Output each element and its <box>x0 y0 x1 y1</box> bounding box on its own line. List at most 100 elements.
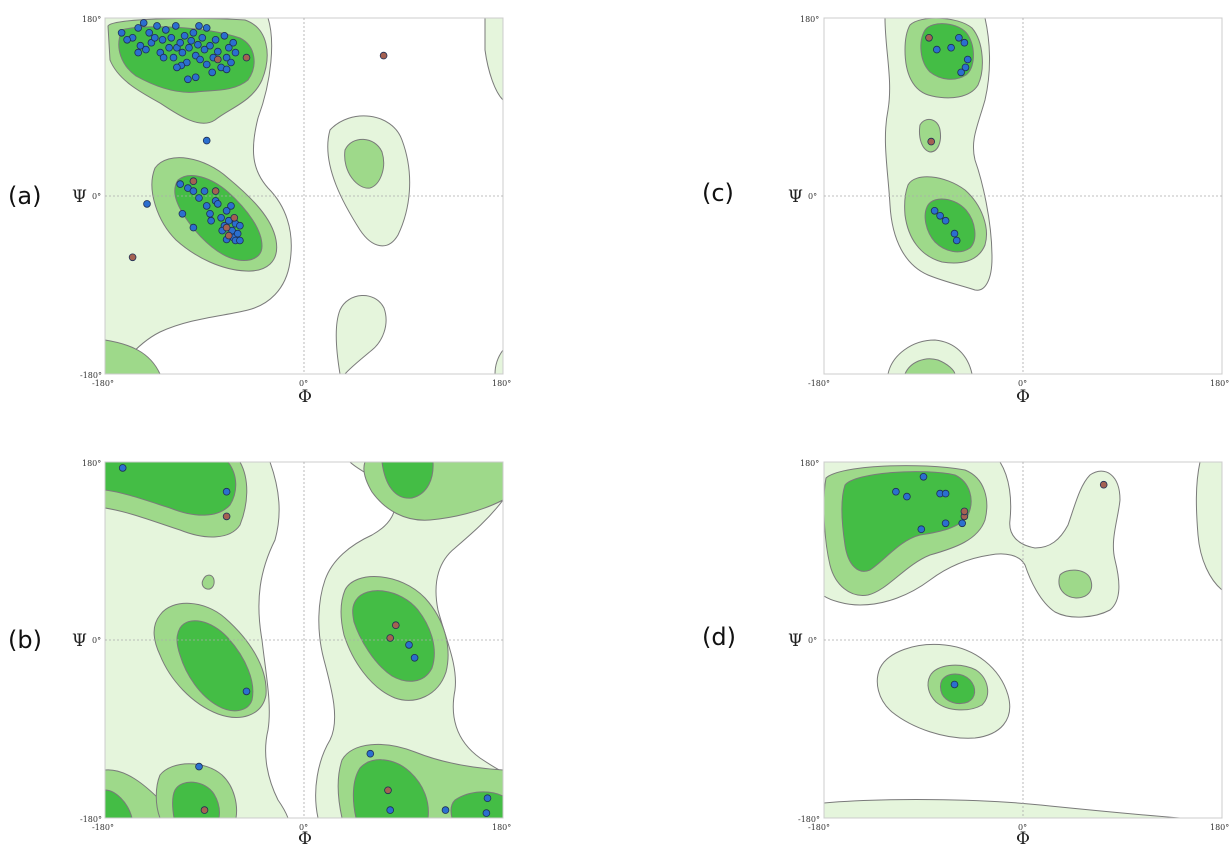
outlier-point <box>1099 480 1108 489</box>
data-point <box>231 48 240 57</box>
allowed-region <box>494 349 503 374</box>
outlier-point <box>242 53 251 62</box>
core-region <box>940 673 976 705</box>
x-tick-label: 180° <box>1210 379 1229 388</box>
y-tick-label: 0° <box>808 636 817 645</box>
data-point <box>206 41 214 50</box>
data-point <box>941 519 950 528</box>
panel-a: (a) Ψ 180° 0° -180° -180° 0° 180° Φ <box>8 15 511 407</box>
y-tick-label: 0° <box>808 192 817 201</box>
data-point <box>208 68 217 77</box>
data-point <box>214 47 222 56</box>
data-point <box>118 464 127 472</box>
favoured-region <box>919 118 941 153</box>
data-point <box>229 38 238 47</box>
data-point <box>169 53 178 62</box>
data-point <box>172 22 180 30</box>
data-point <box>366 749 375 758</box>
regions-b <box>105 462 503 818</box>
data-point <box>917 525 926 533</box>
data-point <box>117 28 126 37</box>
outlier-point <box>391 621 400 629</box>
x-tick-label: 0° <box>1018 823 1027 832</box>
data-point <box>222 65 231 74</box>
data-point <box>919 472 928 481</box>
x-tick-label: 0° <box>1018 379 1027 388</box>
outlier-point <box>384 786 392 795</box>
outlier-point <box>200 806 209 814</box>
core-region <box>105 789 133 818</box>
data-point <box>227 202 235 210</box>
y-axis-title: Ψ <box>72 631 87 651</box>
data-point <box>178 48 187 57</box>
outlier-point <box>386 634 395 642</box>
data-point <box>242 687 251 696</box>
data-points-b <box>118 464 492 817</box>
data-point <box>180 31 189 40</box>
data-point <box>903 492 911 501</box>
data-point <box>236 236 244 245</box>
data-point <box>220 31 229 40</box>
allowed-region <box>887 339 973 374</box>
x-tick-label: -180° <box>808 823 830 832</box>
x-tick-label: 180° <box>492 379 511 388</box>
y-tick-label: 180° <box>800 15 819 24</box>
data-points-d <box>892 472 1108 689</box>
data-point <box>167 33 176 42</box>
allowed-region <box>1195 462 1222 591</box>
data-point <box>178 210 187 218</box>
outlier-point <box>927 137 935 146</box>
y-tick-label: -180° <box>798 815 820 824</box>
data-point <box>961 63 970 72</box>
data-point <box>482 809 491 817</box>
core-region <box>381 462 434 499</box>
data-point <box>189 223 198 232</box>
data-point <box>165 43 173 52</box>
panel-b: (b) Ψ 180° 0° -180° -180° 0° 180° Φ <box>8 459 511 846</box>
data-point <box>386 806 395 814</box>
data-point <box>195 194 203 202</box>
data-point <box>196 55 204 64</box>
panel-label: (b) <box>8 626 42 654</box>
data-point <box>176 180 185 188</box>
y-tick-label: -180° <box>80 815 102 824</box>
outlier-point <box>211 187 220 195</box>
data-point <box>410 653 419 662</box>
data-point <box>222 487 231 496</box>
data-point <box>227 58 235 67</box>
outlier-point <box>214 55 222 64</box>
x-tick-label: 0° <box>299 823 308 832</box>
y-axis-title: Ψ <box>72 187 87 207</box>
x-tick-label: 0° <box>299 379 308 388</box>
data-point <box>151 33 159 42</box>
data-points-a <box>117 19 388 262</box>
data-point <box>941 216 950 225</box>
data-point <box>960 38 969 47</box>
x-tick-label: -180° <box>808 379 830 388</box>
data-point <box>134 48 143 57</box>
data-point <box>930 207 939 215</box>
data-point <box>145 28 154 37</box>
data-point <box>892 487 900 496</box>
data-point <box>225 43 233 52</box>
data-point <box>143 200 151 208</box>
data-point <box>947 43 955 52</box>
y-axis-title: Ψ <box>788 187 803 207</box>
data-point <box>173 63 181 72</box>
data-point <box>162 26 170 34</box>
favoured-region <box>201 574 215 590</box>
y-tick-label: 180° <box>82 459 101 468</box>
y-tick-label: 180° <box>82 15 101 24</box>
x-axis-title: Φ <box>298 829 312 846</box>
data-point <box>189 28 198 37</box>
data-point <box>202 202 211 210</box>
data-point <box>936 212 944 220</box>
data-point <box>958 519 966 528</box>
x-tick-label: -180° <box>92 379 114 388</box>
data-point <box>214 200 222 208</box>
data-point <box>941 489 950 498</box>
allowed-region <box>335 295 387 374</box>
panel-label: (a) <box>8 182 41 210</box>
outlier-point <box>222 223 231 232</box>
